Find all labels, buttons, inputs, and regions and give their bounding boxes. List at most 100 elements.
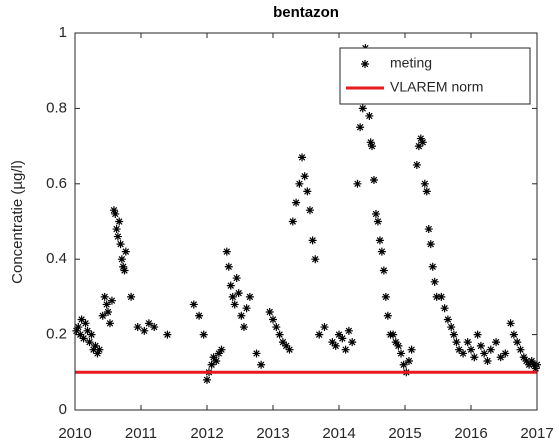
data-point [228,292,237,301]
data-point [513,338,522,347]
data-point [412,160,421,169]
data-point [295,179,304,188]
data-point [426,240,435,249]
data-point [311,255,320,264]
data-point [492,338,501,347]
data-point [486,345,495,354]
data-point [315,330,324,339]
data-point [348,338,357,347]
data-point [140,326,149,335]
data-point [112,225,121,234]
data-point [107,296,116,305]
data-point [305,206,314,215]
data-point [257,360,266,369]
data-point [449,330,458,339]
data-point [207,360,216,369]
data-point [424,225,433,234]
data-point [399,360,408,369]
y-tick-label: 0.2 [46,326,67,343]
legend-box [339,47,531,105]
data-point [117,255,126,264]
data-point [237,311,246,320]
data-point [265,307,274,316]
data-point [366,138,375,147]
data-point [203,375,211,384]
data-point [209,353,218,362]
data-point [79,334,88,343]
data-point [414,142,423,151]
data-point [275,330,284,339]
y-tick-label: 0.6 [46,175,67,192]
data-point [285,345,294,354]
data-point [150,323,159,332]
data-point [214,349,223,358]
data-point [199,330,208,339]
data-point [447,323,456,332]
data-point [120,266,129,275]
data-point [371,209,380,218]
data-point [133,323,142,332]
data-point [328,338,337,347]
data-point [356,123,365,132]
data-point [383,311,392,320]
y-tick-label: 0.4 [46,250,67,267]
data-point [422,187,431,196]
data-point [459,349,468,358]
data-point [222,247,231,256]
data-point [212,356,221,365]
data-point [416,134,425,143]
data-point [506,319,515,328]
data-point [239,323,248,332]
x-tick-label: 2012 [190,425,223,442]
data-point [89,345,98,354]
data-point [527,356,536,365]
data-point [320,323,329,332]
data-point [463,338,472,347]
data-point [452,338,461,347]
x-tick-label: 2016 [454,425,487,442]
data-point [242,304,251,313]
data-point [470,353,479,362]
data-point [480,349,489,358]
data-point [230,300,239,309]
data-point [443,315,452,324]
data-point [113,232,122,241]
data-point [344,326,353,335]
x-tick-label: 2010 [58,425,91,442]
x-tick-label: 2014 [322,425,355,442]
data-point [522,356,531,365]
data-point [418,138,427,147]
data-point [111,209,120,218]
data-point [121,247,130,256]
data-point [288,217,297,226]
data-point [195,311,204,320]
data-point [272,323,281,332]
data-point [226,281,235,290]
data-point [531,364,540,373]
data-point [377,247,386,256]
legend-label: meting [390,55,432,71]
data-point [74,323,83,332]
data-point [189,300,198,309]
data-point [473,330,482,339]
data-point [483,356,492,365]
data-point [516,345,525,354]
legend-marker [361,60,369,68]
data-point [116,240,125,249]
legend-label: VLAREM norm [390,79,483,95]
data-point [331,341,340,350]
data-point [119,262,128,271]
x-tick-label: 2011 [125,425,157,442]
data-point [430,277,439,286]
data-point [440,304,449,313]
data-point [109,206,118,215]
data-point [300,172,309,181]
data-point [115,217,124,226]
data-point [224,262,233,271]
x-tick-label: 2017 [520,425,553,442]
data-point [76,330,85,339]
data-point [525,360,534,369]
data-point [394,341,403,350]
x-tick-label: 2013 [256,425,289,442]
data-point [369,176,378,185]
